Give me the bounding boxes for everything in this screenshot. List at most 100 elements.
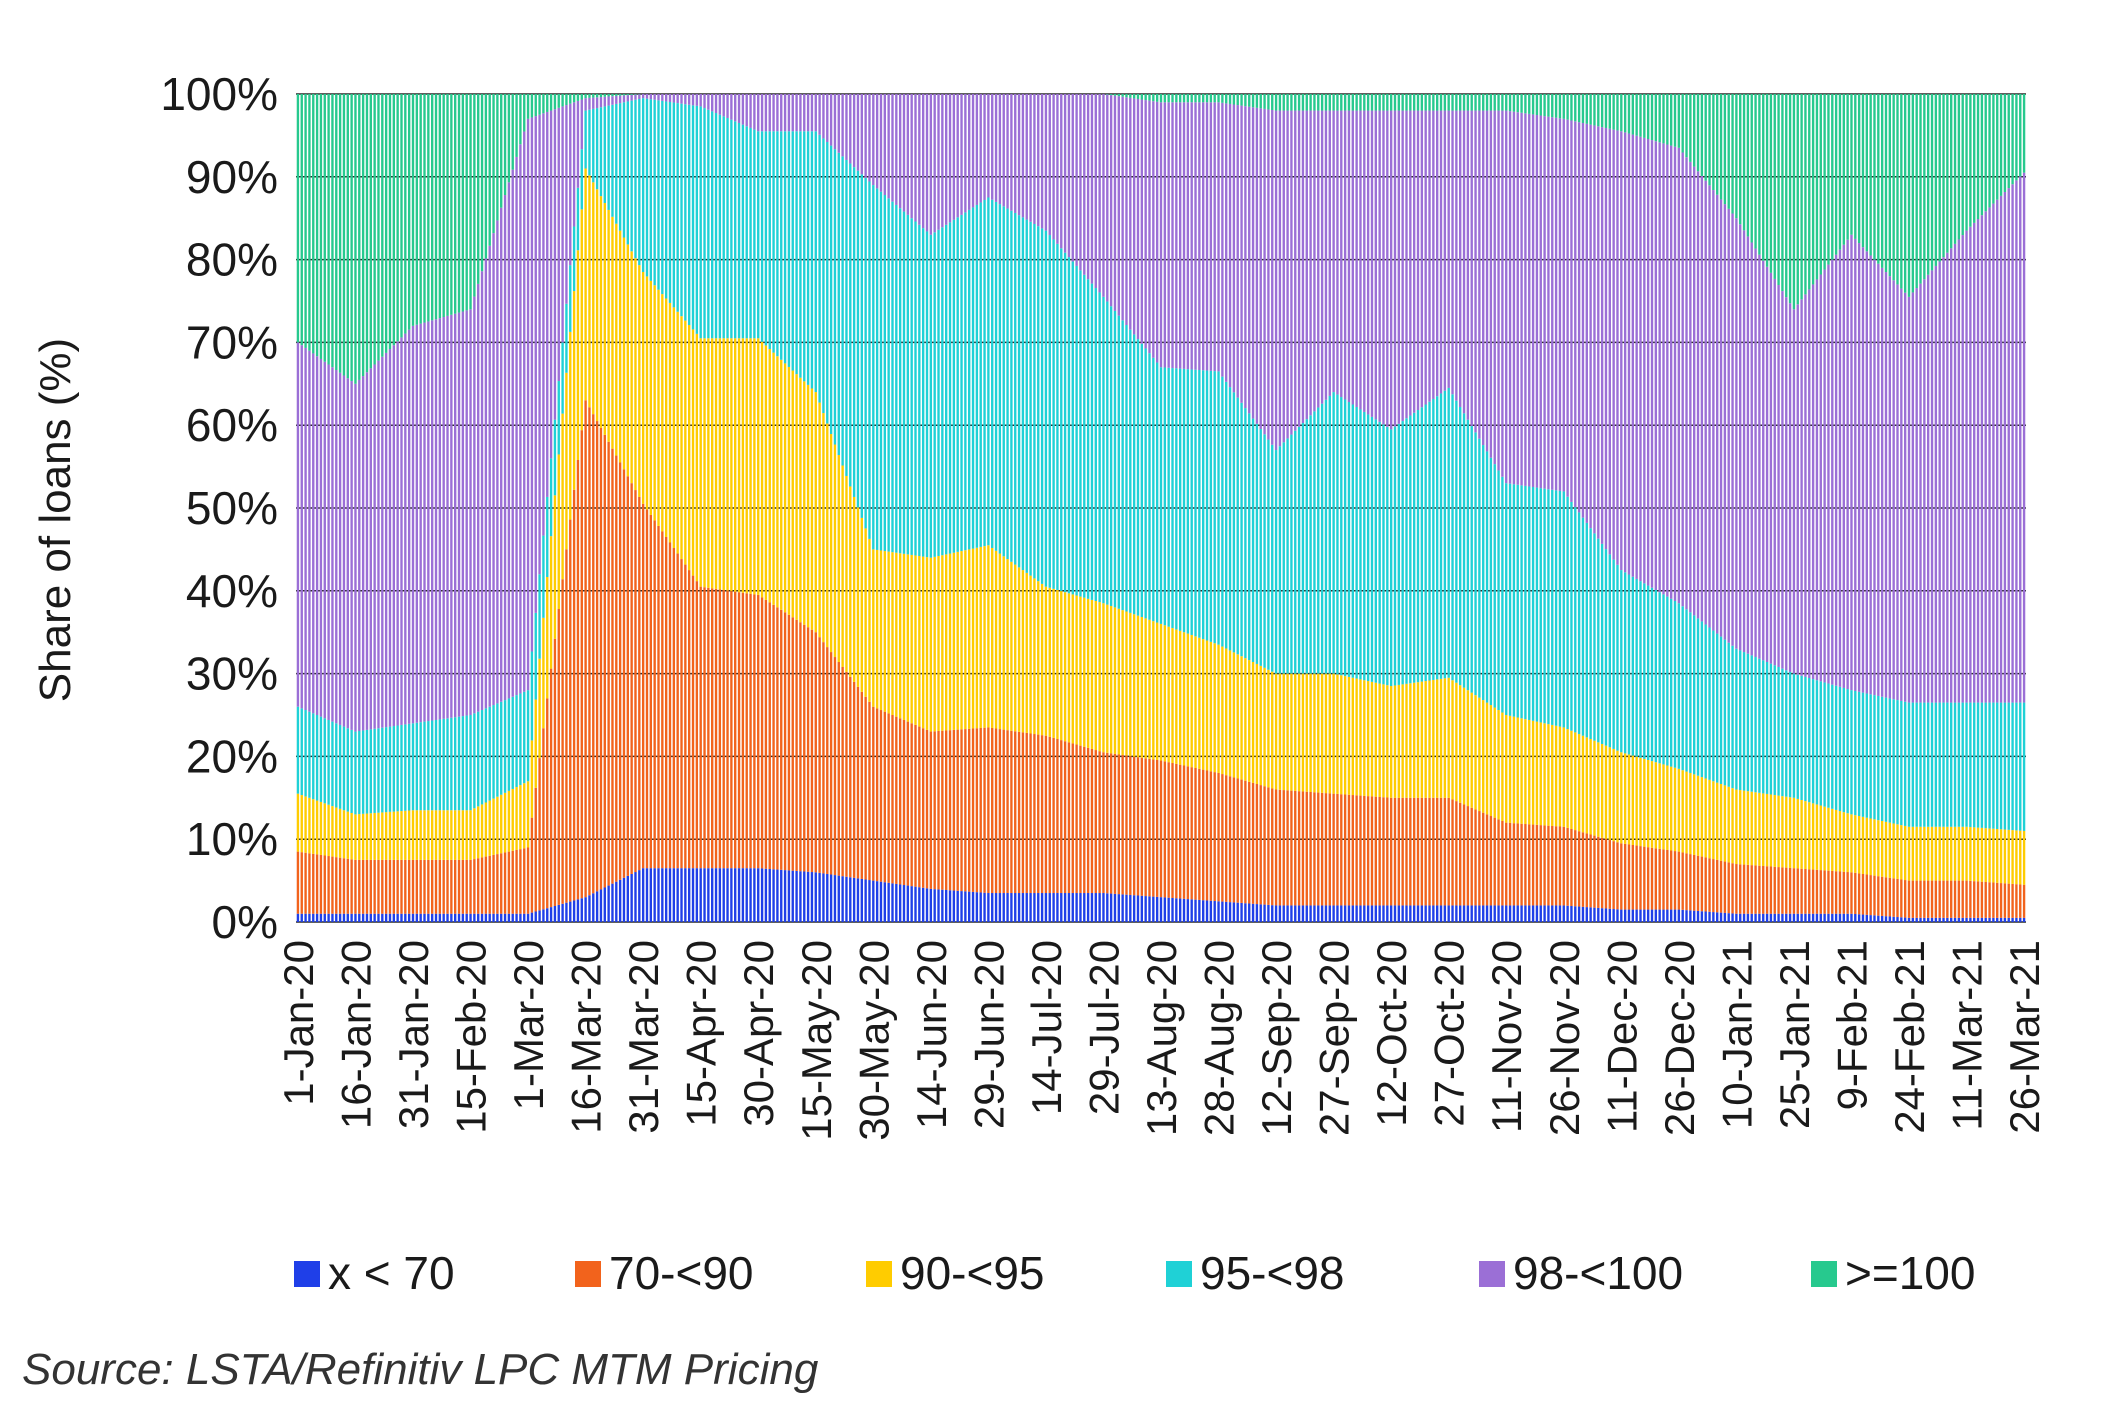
bar-segment	[1037, 226, 1040, 582]
bar-segment	[1669, 598, 1673, 767]
bar-segment	[1650, 587, 1654, 762]
bar-segment	[1190, 102, 1193, 370]
bar-segment	[2007, 188, 2010, 703]
bar-segment	[1508, 111, 1512, 484]
bar-segment	[1873, 819, 1876, 876]
bar-segment	[991, 893, 994, 922]
bar-segment	[1926, 702, 1930, 827]
bar-segment	[1244, 658, 1247, 781]
bar-segment	[1992, 882, 1995, 918]
bar-segment	[968, 891, 971, 922]
bar-segment	[1574, 507, 1577, 733]
bar-segment	[718, 589, 722, 869]
bar-segment	[1597, 836, 1600, 908]
bar-segment	[1389, 797, 1393, 906]
bar-segment	[1132, 94, 1136, 99]
y-tick-label: 60%	[186, 399, 278, 451]
bar-segment	[346, 378, 349, 729]
bar-segment	[987, 197, 990, 546]
bar-segment	[1777, 94, 1780, 285]
bar-segment	[1144, 348, 1147, 619]
bar-segment	[1834, 254, 1838, 686]
bar-segment	[304, 913, 307, 922]
bar-segment	[810, 131, 814, 389]
bar-segment	[538, 114, 541, 575]
bar-segment	[1712, 630, 1715, 782]
bar-segment	[1152, 101, 1155, 358]
bar-segment	[1643, 137, 1646, 584]
bar-segment	[1923, 917, 1926, 922]
bar-segment	[572, 226, 576, 292]
bar-segment	[346, 728, 349, 812]
bar-segment	[1838, 94, 1842, 250]
bar-segment	[1251, 94, 1255, 108]
bar-segment	[979, 546, 982, 728]
bar-segment	[1478, 438, 1481, 698]
bar-segment	[1244, 94, 1247, 107]
bar-segment	[1681, 94, 1684, 153]
bar-segment	[734, 94, 737, 122]
bar-segment	[384, 727, 388, 813]
bar-segment	[354, 913, 357, 922]
bar-segment	[1366, 796, 1370, 906]
bar-segment	[607, 441, 610, 886]
bar-segment	[630, 100, 633, 252]
bar-segment	[603, 94, 606, 97]
bar-segment	[1566, 827, 1569, 906]
bar-segment	[381, 356, 384, 728]
bar-segment	[1493, 707, 1496, 818]
bar-segment	[1524, 719, 1527, 825]
bar-segment	[872, 549, 875, 707]
bar-segment	[1911, 826, 1915, 881]
bar-segment	[1405, 683, 1408, 798]
x-tick-label: 29-Jul-20	[1081, 940, 1128, 1115]
bar-segment	[1271, 788, 1274, 906]
bar-segment	[925, 94, 929, 232]
bar-segment	[711, 111, 714, 339]
bar-segment	[1650, 94, 1654, 141]
bar-segment	[645, 868, 649, 922]
bar-segment	[1340, 905, 1343, 922]
bar-segment	[569, 265, 572, 332]
bar-segment	[1554, 490, 1558, 726]
bar-segment	[1102, 94, 1105, 297]
bar-segment	[1834, 809, 1838, 872]
bar-segment	[1631, 576, 1635, 756]
bar-segment	[714, 94, 718, 114]
bar-segment	[296, 913, 300, 922]
bar-segment	[1727, 913, 1730, 922]
bar-segment	[500, 701, 503, 795]
bar-segment	[1727, 642, 1730, 787]
bar-segment	[365, 372, 369, 730]
bar-segment	[1366, 681, 1370, 797]
bar-segment	[500, 207, 503, 702]
bar-segment	[684, 320, 687, 565]
bar-segment	[1489, 905, 1493, 922]
bar-segment	[933, 889, 936, 922]
bar-segment	[1336, 674, 1339, 794]
bar-segment	[1842, 244, 1845, 688]
bar-segment	[1313, 673, 1316, 793]
bar-segment	[1136, 615, 1140, 758]
bar-segment	[1436, 905, 1439, 922]
legend-swatch	[294, 1261, 320, 1287]
bar-segment	[1547, 825, 1550, 906]
bar-segment	[1002, 729, 1005, 894]
bar-segment	[1777, 795, 1780, 868]
bar-segment	[1919, 283, 1922, 703]
bar-segment	[1512, 716, 1516, 824]
bar-segment	[1010, 730, 1013, 894]
bar-segment	[454, 859, 457, 914]
bar-segment	[1366, 905, 1370, 922]
x-tick-label: 1-Mar-20	[505, 940, 552, 1110]
bar-segment	[1447, 94, 1450, 111]
bar-segment	[634, 99, 637, 259]
x-tick-label: 25-Jan-21	[1771, 940, 1818, 1129]
bar-segment	[1271, 110, 1274, 445]
bar-segment	[898, 94, 902, 209]
bar-segment	[1850, 234, 1853, 691]
bar-segment	[1271, 905, 1274, 922]
bar-segment	[473, 713, 476, 809]
bar-segment	[423, 721, 426, 811]
bar-segment	[1600, 543, 1604, 744]
